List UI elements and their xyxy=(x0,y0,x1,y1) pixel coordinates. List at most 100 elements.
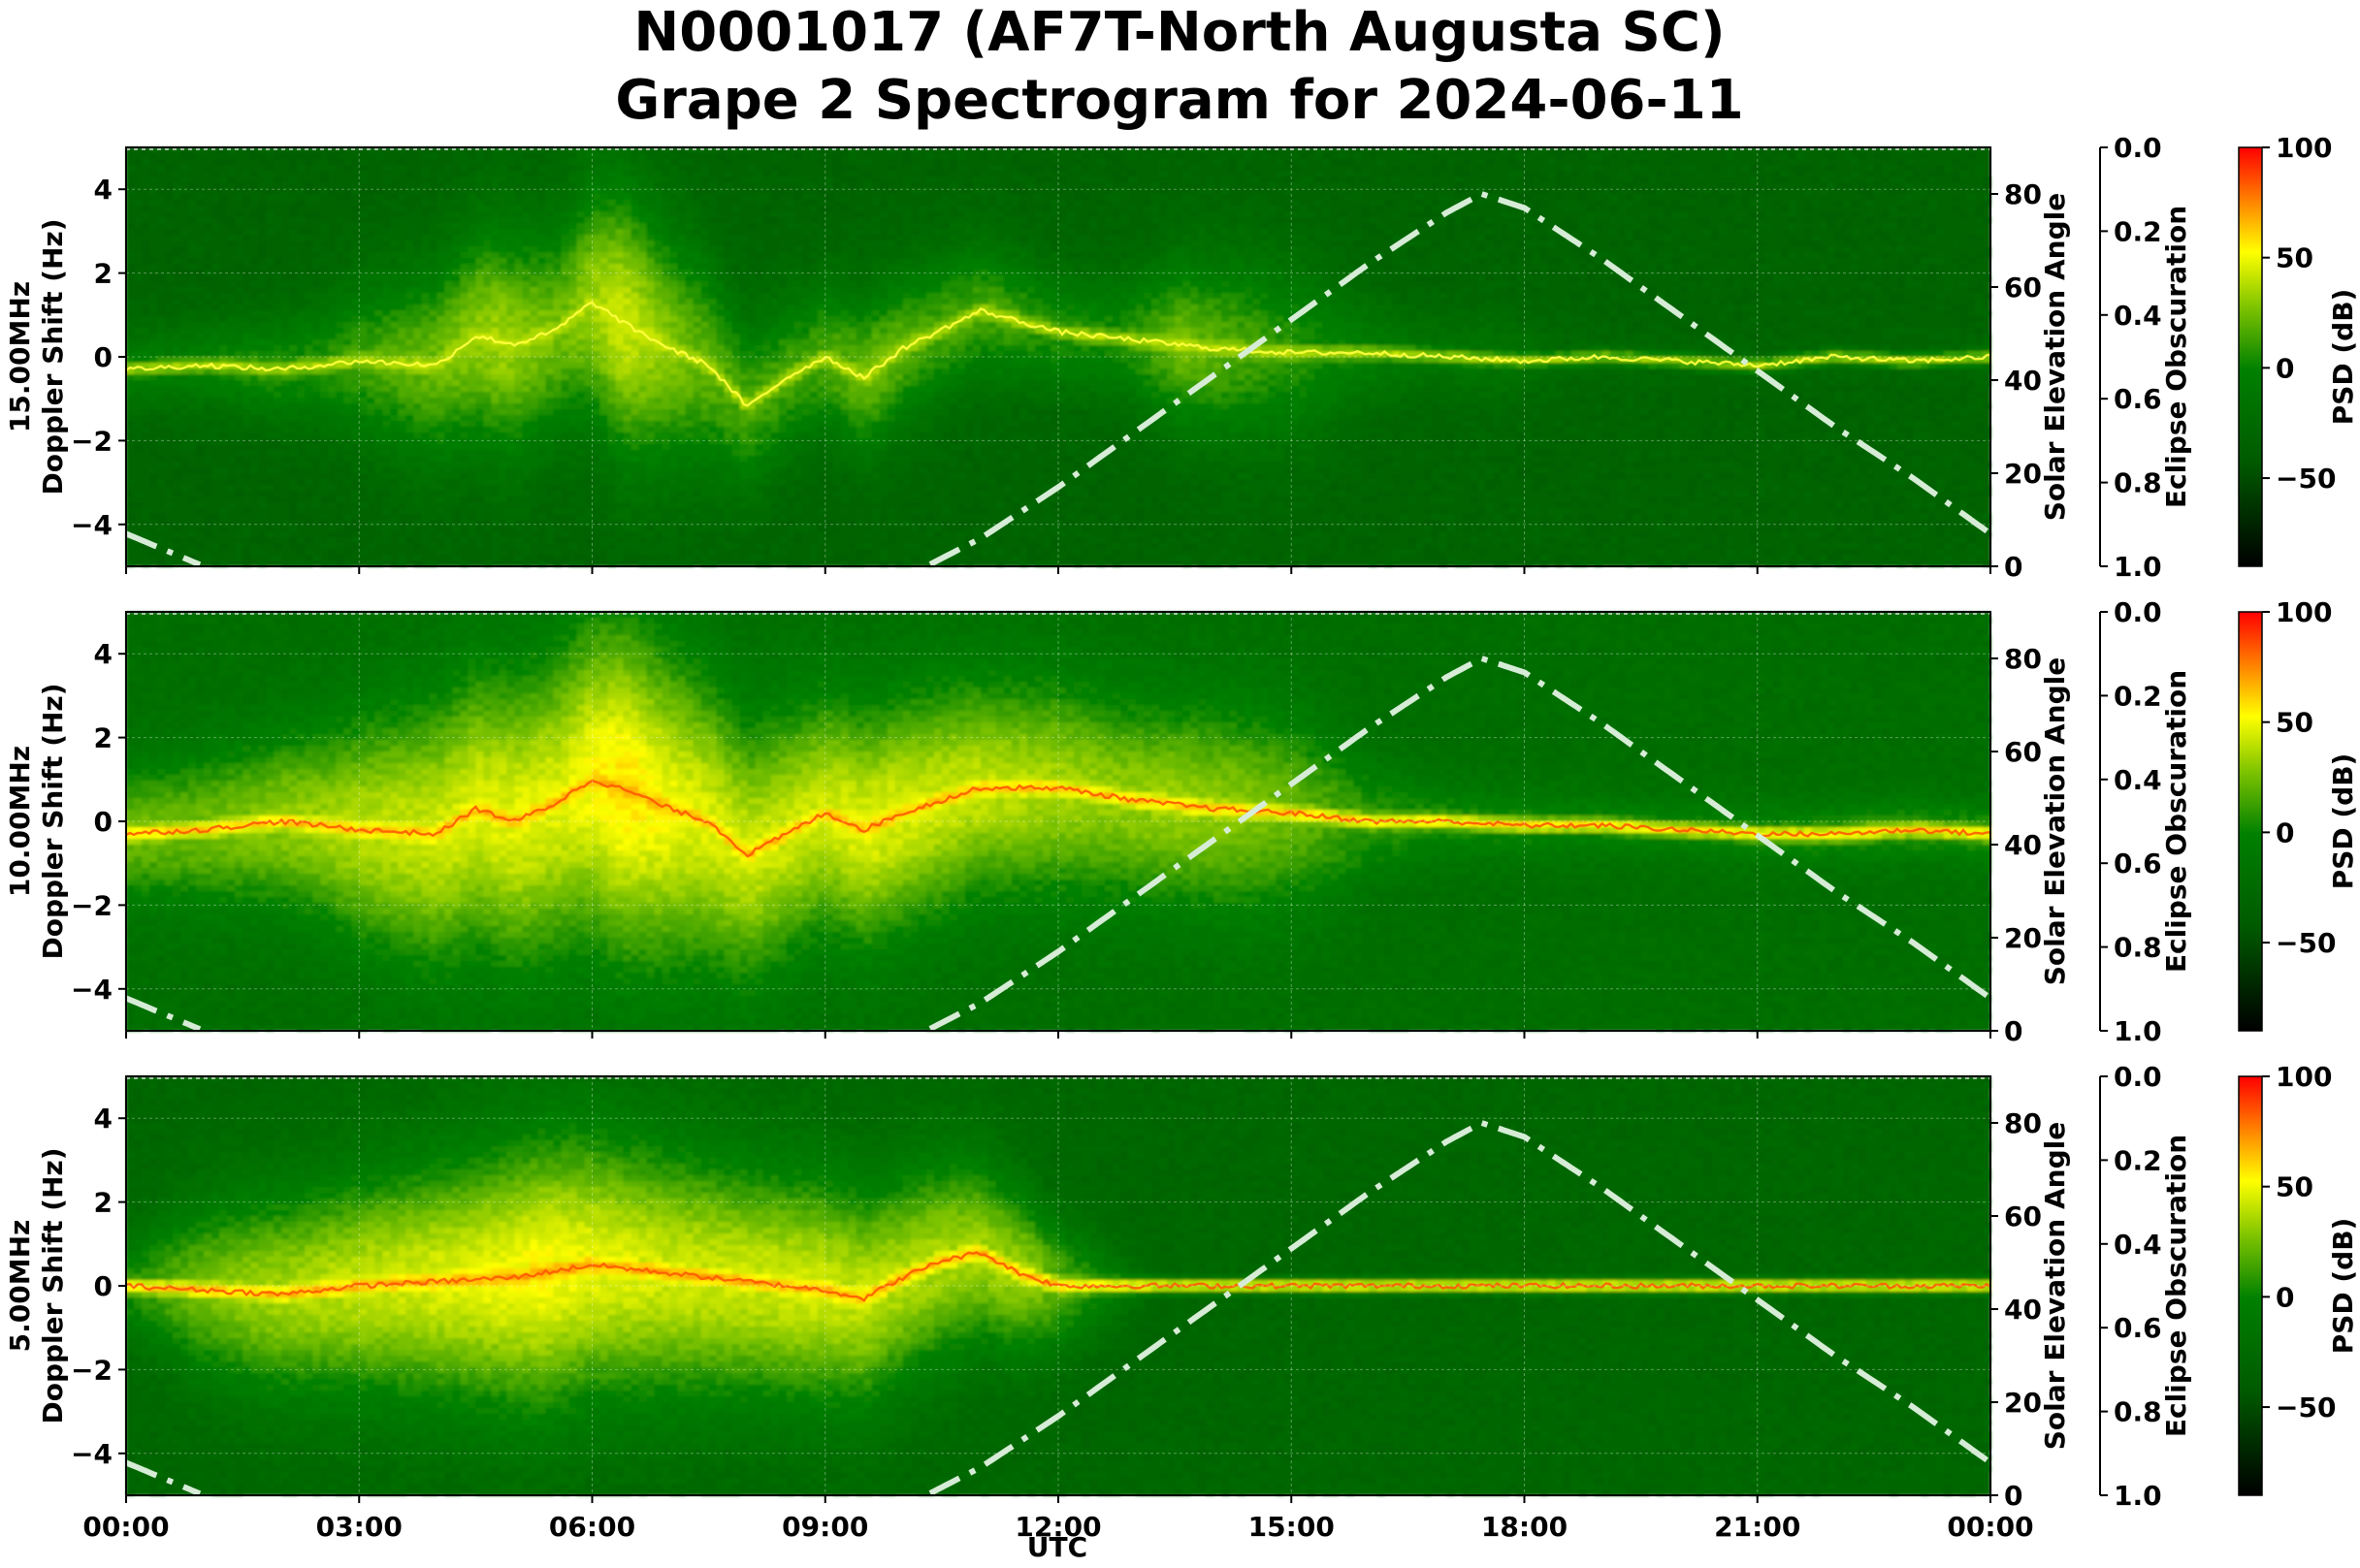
heatmap-cell xyxy=(522,240,531,247)
heatmap-cell xyxy=(429,304,437,311)
heatmap-cell xyxy=(468,520,476,527)
heatmap-cell xyxy=(134,444,143,451)
heatmap-cell xyxy=(421,403,430,410)
heatmap-cell xyxy=(413,310,422,317)
heatmap-cell xyxy=(289,386,298,393)
heatmap-cell xyxy=(576,502,585,509)
heatmap-cell xyxy=(281,392,290,399)
heatmap-cell xyxy=(149,403,158,410)
heatmap-cell xyxy=(460,409,469,416)
heatmap-cell xyxy=(436,479,445,486)
heatmap-cell xyxy=(452,339,461,346)
heatmap-cell xyxy=(250,200,259,207)
heatmap-cell xyxy=(452,456,461,463)
heatmap-cell xyxy=(398,549,406,556)
heatmap-cell xyxy=(468,316,476,323)
heatmap-cell xyxy=(436,200,445,207)
heatmap-cell xyxy=(351,240,360,247)
heatmap-cell xyxy=(429,543,437,550)
heatmap-cell xyxy=(460,485,469,492)
heatmap-cell xyxy=(553,403,562,410)
heatmap-cell xyxy=(374,380,383,387)
heatmap-cell xyxy=(576,368,585,375)
heatmap-cell xyxy=(460,211,469,218)
heatmap-cell xyxy=(491,555,500,561)
heatmap-cell xyxy=(211,299,220,305)
heatmap-cell xyxy=(593,240,601,247)
heatmap-cell xyxy=(568,159,577,166)
heatmap-cell xyxy=(297,502,306,509)
heatmap-cell xyxy=(235,194,243,201)
heatmap-cell xyxy=(343,403,352,410)
heatmap-cell xyxy=(188,246,197,253)
heatmap-cell xyxy=(266,392,275,399)
heatmap-cell xyxy=(320,380,329,387)
heatmap-cell xyxy=(382,473,391,480)
heatmap-cell xyxy=(608,287,617,294)
heatmap-cell xyxy=(305,339,313,346)
heatmap-cell xyxy=(514,380,523,387)
heatmap-cell xyxy=(593,345,601,352)
heatmap-cell xyxy=(639,299,648,305)
heatmap-cell xyxy=(436,339,445,346)
heatmap-cell xyxy=(328,531,337,538)
heatmap-cell xyxy=(491,252,500,259)
heatmap-cell xyxy=(545,310,554,317)
heatmap-cell xyxy=(343,252,352,259)
heatmap-cell xyxy=(499,299,507,305)
heatmap-cell xyxy=(553,368,562,375)
heatmap-cell xyxy=(608,240,617,247)
heatmap-cell xyxy=(639,491,648,497)
heatmap-cell xyxy=(429,287,437,294)
heatmap-cell xyxy=(274,531,282,538)
heatmap-cell xyxy=(545,153,554,160)
heatmap-cell xyxy=(320,246,329,253)
heatmap-cell xyxy=(336,194,344,201)
heatmap-cell xyxy=(491,368,500,375)
heatmap-cell xyxy=(561,456,569,463)
heatmap-cell xyxy=(468,200,476,207)
heatmap-cell xyxy=(382,467,391,474)
heatmap-cell xyxy=(398,444,406,451)
heatmap-cell xyxy=(522,200,531,207)
heatmap-cell xyxy=(475,206,484,212)
heatmap-cell xyxy=(468,485,476,492)
heatmap-cell xyxy=(460,427,469,433)
heatmap-cell xyxy=(204,345,212,352)
heatmap-cell xyxy=(165,479,174,486)
heatmap-cell xyxy=(522,427,531,433)
heatmap-cell xyxy=(608,427,617,433)
heatmap-cell xyxy=(468,293,476,300)
heatmap-cell xyxy=(499,415,507,422)
heatmap-cell xyxy=(413,252,422,259)
heatmap-cell xyxy=(624,328,632,335)
heatmap-cell xyxy=(624,502,632,509)
heatmap-cell xyxy=(514,368,523,375)
heatmap-cell xyxy=(297,357,306,364)
heatmap-cell xyxy=(576,479,585,486)
heatmap-cell xyxy=(242,235,251,241)
heatmap-cell xyxy=(600,322,609,329)
heatmap-cell xyxy=(413,421,422,428)
heatmap-cell xyxy=(328,368,337,375)
heatmap-cell xyxy=(506,153,515,160)
heatmap-cell xyxy=(359,240,368,247)
heatmap-cell xyxy=(374,427,383,433)
heatmap-cell xyxy=(553,293,562,300)
heatmap-cell xyxy=(452,357,461,364)
heatmap-cell xyxy=(320,491,329,497)
heatmap-cell xyxy=(639,467,648,474)
heatmap-cell xyxy=(553,252,562,259)
heatmap-cell xyxy=(343,374,352,381)
heatmap-cell xyxy=(165,345,174,352)
heatmap-cell xyxy=(491,240,500,247)
heatmap-cell xyxy=(165,374,174,381)
heatmap-cell xyxy=(561,211,569,218)
heatmap-cell xyxy=(367,223,375,230)
heatmap-cell xyxy=(436,380,445,387)
heatmap-cell xyxy=(343,549,352,556)
heatmap-cell xyxy=(561,206,569,212)
heatmap-cell xyxy=(429,514,437,521)
heatmap-cell xyxy=(320,374,329,381)
heatmap-cell xyxy=(537,485,546,492)
